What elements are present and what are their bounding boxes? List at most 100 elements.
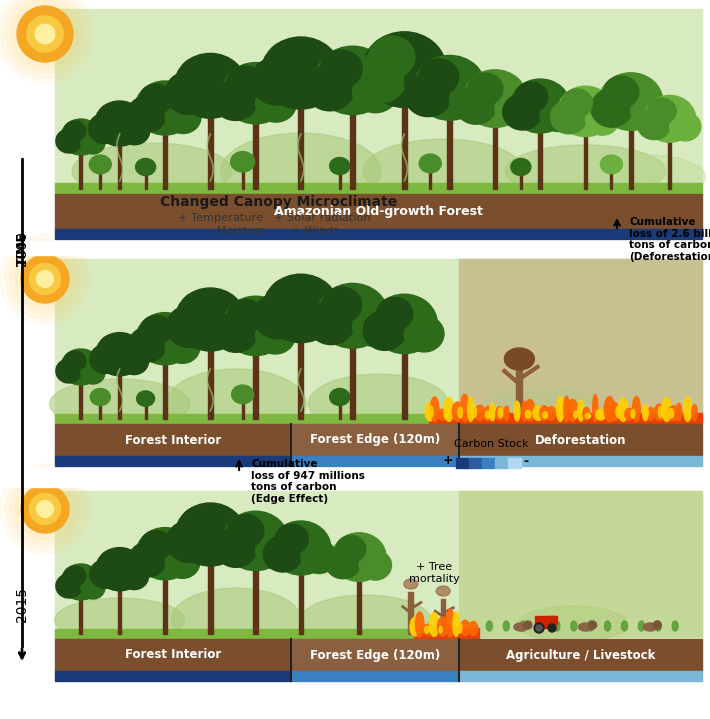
Bar	[402, 99, 407, 189]
Ellipse shape	[676, 403, 682, 421]
Text: Deforestation: Deforestation	[535, 434, 626, 446]
Ellipse shape	[336, 536, 366, 562]
Ellipse shape	[495, 91, 533, 126]
Ellipse shape	[180, 506, 219, 541]
Bar	[469, 458, 482, 468]
Circle shape	[11, 0, 79, 68]
Bar	[55, 194, 702, 229]
Ellipse shape	[643, 404, 648, 421]
Ellipse shape	[120, 348, 148, 375]
Bar	[241, 169, 244, 189]
Text: Forest Interior: Forest Interior	[125, 434, 222, 446]
Bar	[430, 170, 431, 189]
Ellipse shape	[55, 598, 185, 642]
Ellipse shape	[56, 359, 82, 383]
Ellipse shape	[655, 404, 664, 421]
Ellipse shape	[605, 621, 611, 631]
Ellipse shape	[56, 129, 82, 153]
Ellipse shape	[352, 52, 407, 104]
Bar	[456, 458, 469, 468]
Ellipse shape	[405, 59, 455, 105]
Ellipse shape	[180, 57, 219, 93]
Ellipse shape	[61, 564, 101, 600]
Bar	[403, 347, 407, 419]
Ellipse shape	[630, 93, 670, 129]
Ellipse shape	[141, 316, 173, 344]
Bar	[80, 151, 82, 189]
Circle shape	[37, 500, 53, 518]
Ellipse shape	[601, 155, 623, 174]
Ellipse shape	[359, 550, 391, 580]
Ellipse shape	[267, 41, 311, 81]
Bar	[459, 491, 702, 637]
Ellipse shape	[50, 379, 190, 429]
Ellipse shape	[165, 71, 212, 114]
Ellipse shape	[618, 398, 628, 421]
Ellipse shape	[256, 318, 295, 354]
Ellipse shape	[518, 606, 628, 642]
Ellipse shape	[670, 112, 701, 141]
Bar	[339, 172, 341, 189]
Ellipse shape	[415, 612, 424, 636]
Bar	[241, 401, 244, 419]
Ellipse shape	[405, 316, 444, 352]
Ellipse shape	[301, 541, 337, 574]
Ellipse shape	[332, 533, 386, 582]
Ellipse shape	[604, 397, 615, 421]
Circle shape	[6, 0, 84, 73]
Ellipse shape	[56, 574, 82, 598]
Ellipse shape	[469, 621, 478, 636]
Ellipse shape	[61, 119, 101, 155]
Ellipse shape	[648, 408, 654, 421]
Text: Changed Canopy Microclimate: Changed Canopy Microclimate	[160, 195, 398, 209]
Ellipse shape	[99, 104, 126, 129]
Ellipse shape	[405, 73, 452, 116]
Ellipse shape	[540, 406, 548, 421]
Ellipse shape	[61, 349, 101, 385]
Ellipse shape	[430, 613, 439, 636]
Ellipse shape	[89, 344, 121, 373]
Ellipse shape	[268, 278, 310, 316]
Ellipse shape	[422, 624, 434, 635]
Ellipse shape	[165, 331, 200, 363]
Ellipse shape	[475, 406, 485, 421]
Bar	[0, 468, 710, 487]
Ellipse shape	[256, 85, 296, 122]
Ellipse shape	[129, 542, 166, 577]
Ellipse shape	[410, 617, 420, 636]
Ellipse shape	[631, 409, 635, 418]
Bar	[459, 424, 702, 456]
Bar	[99, 403, 102, 419]
Bar	[516, 369, 523, 419]
Bar	[55, 639, 291, 671]
Ellipse shape	[141, 531, 173, 559]
Ellipse shape	[210, 526, 252, 564]
Bar	[0, 241, 710, 255]
Ellipse shape	[648, 98, 676, 124]
Bar	[668, 137, 672, 189]
Circle shape	[15, 479, 75, 539]
Bar	[80, 596, 82, 634]
Ellipse shape	[468, 73, 503, 105]
Ellipse shape	[564, 396, 569, 421]
Ellipse shape	[514, 623, 528, 631]
Bar	[459, 671, 702, 681]
Ellipse shape	[214, 313, 257, 352]
Ellipse shape	[437, 409, 449, 420]
Ellipse shape	[583, 408, 590, 421]
Bar	[163, 359, 167, 419]
Ellipse shape	[452, 402, 463, 421]
Bar	[549, 616, 557, 624]
Ellipse shape	[449, 79, 493, 119]
Ellipse shape	[514, 401, 520, 421]
Bar	[298, 335, 303, 419]
Ellipse shape	[571, 621, 577, 631]
Ellipse shape	[136, 158, 155, 175]
Bar	[520, 173, 522, 189]
Circle shape	[1, 0, 89, 78]
Bar	[55, 9, 702, 192]
Ellipse shape	[579, 623, 593, 631]
Bar	[350, 341, 355, 419]
Ellipse shape	[503, 621, 509, 631]
Ellipse shape	[625, 408, 633, 420]
